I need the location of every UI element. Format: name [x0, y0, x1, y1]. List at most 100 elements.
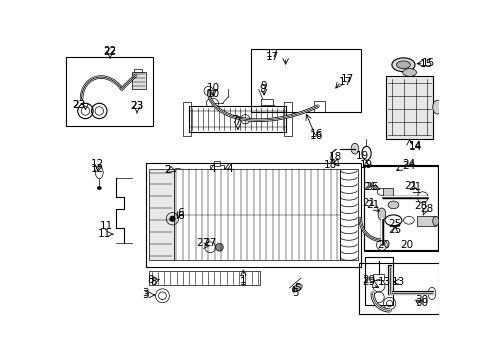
Text: 9: 9 — [259, 84, 265, 94]
Circle shape — [215, 243, 223, 251]
Bar — [261, 99, 272, 112]
Bar — [416, 216, 435, 226]
Text: 18: 18 — [323, 160, 336, 170]
Text: 15: 15 — [421, 58, 434, 68]
Text: 23: 23 — [73, 100, 86, 110]
Text: 21: 21 — [404, 181, 417, 191]
Bar — [210, 165, 224, 176]
Text: 10: 10 — [206, 83, 220, 93]
Text: 22: 22 — [103, 46, 117, 56]
Text: 11: 11 — [98, 229, 111, 239]
Bar — [148, 271, 260, 285]
Ellipse shape — [396, 61, 409, 69]
Ellipse shape — [432, 100, 441, 114]
Bar — [250, 49, 360, 112]
Text: 29: 29 — [362, 275, 375, 285]
Text: 14: 14 — [407, 141, 421, 150]
Text: 3: 3 — [142, 290, 148, 300]
Text: 12: 12 — [91, 159, 104, 169]
Bar — [148, 169, 174, 260]
Bar — [66, 57, 153, 126]
Text: 23: 23 — [130, 101, 143, 111]
Bar — [134, 69, 142, 72]
Text: 17: 17 — [338, 77, 351, 87]
Text: 4: 4 — [226, 164, 233, 174]
Text: 7: 7 — [234, 117, 241, 127]
Ellipse shape — [402, 69, 416, 76]
Bar — [174, 169, 339, 260]
Text: 2: 2 — [163, 165, 170, 175]
Text: 7: 7 — [230, 115, 237, 125]
Text: 8: 8 — [147, 275, 154, 285]
Text: 23: 23 — [130, 101, 143, 111]
Bar — [385, 76, 432, 139]
Text: 14: 14 — [407, 142, 421, 152]
Text: 16: 16 — [309, 129, 323, 139]
Bar — [189, 106, 285, 132]
Bar — [382, 188, 393, 195]
Text: 26: 26 — [363, 182, 376, 192]
Text: 23: 23 — [73, 100, 86, 110]
Text: 9: 9 — [260, 81, 267, 91]
Text: 1: 1 — [240, 277, 246, 287]
Text: 17: 17 — [265, 52, 279, 62]
Text: 8: 8 — [150, 277, 156, 287]
Bar — [313, 101, 324, 112]
Text: 25: 25 — [387, 225, 401, 235]
Text: 6: 6 — [177, 211, 183, 221]
Text: 22: 22 — [103, 47, 117, 57]
Ellipse shape — [97, 186, 102, 190]
Text: 21: 21 — [366, 200, 379, 210]
Text: 25: 25 — [387, 219, 401, 229]
Text: 17: 17 — [265, 49, 279, 59]
Text: 10: 10 — [206, 89, 220, 99]
Bar — [364, 165, 437, 249]
Ellipse shape — [292, 284, 302, 292]
Text: 24: 24 — [402, 161, 415, 171]
Text: 6: 6 — [177, 208, 183, 217]
Text: 13: 13 — [391, 277, 405, 287]
Text: 17: 17 — [340, 73, 353, 84]
Text: 19: 19 — [359, 160, 372, 170]
Text: 4: 4 — [209, 164, 215, 174]
Text: 29: 29 — [362, 277, 375, 287]
Text: 24: 24 — [402, 159, 415, 169]
Bar — [339, 169, 357, 260]
Text: 28: 28 — [420, 204, 433, 214]
Text: 5: 5 — [292, 288, 298, 298]
Text: 5: 5 — [293, 283, 300, 293]
Text: 20: 20 — [377, 240, 390, 250]
Bar — [145, 163, 360, 266]
Ellipse shape — [432, 216, 438, 226]
Text: 21: 21 — [407, 182, 421, 192]
Text: 27: 27 — [196, 238, 209, 248]
Bar — [358, 263, 438, 314]
Text: 18: 18 — [328, 152, 342, 162]
Bar — [183, 103, 190, 136]
Bar — [214, 161, 220, 166]
Bar — [131, 72, 145, 89]
Bar — [373, 274, 384, 280]
Text: 21: 21 — [362, 198, 375, 208]
Ellipse shape — [95, 166, 103, 179]
Text: 1: 1 — [240, 275, 246, 285]
Text: 27: 27 — [203, 238, 216, 248]
Bar — [364, 257, 393, 305]
Text: 3: 3 — [142, 288, 148, 298]
Text: 19: 19 — [355, 152, 368, 161]
Text: 26: 26 — [365, 182, 378, 192]
Bar — [284, 103, 291, 136]
Circle shape — [169, 216, 175, 222]
Bar — [364, 166, 437, 251]
Ellipse shape — [350, 143, 358, 154]
Text: 13: 13 — [377, 277, 390, 287]
Text: 30: 30 — [414, 294, 427, 305]
Text: 16: 16 — [309, 131, 323, 141]
Text: 2: 2 — [163, 165, 170, 175]
Text: 12: 12 — [91, 165, 104, 175]
Text: 20: 20 — [400, 240, 413, 250]
Ellipse shape — [387, 201, 398, 209]
Ellipse shape — [377, 208, 385, 220]
Text: 28: 28 — [413, 202, 426, 211]
Text: 30: 30 — [414, 298, 427, 309]
